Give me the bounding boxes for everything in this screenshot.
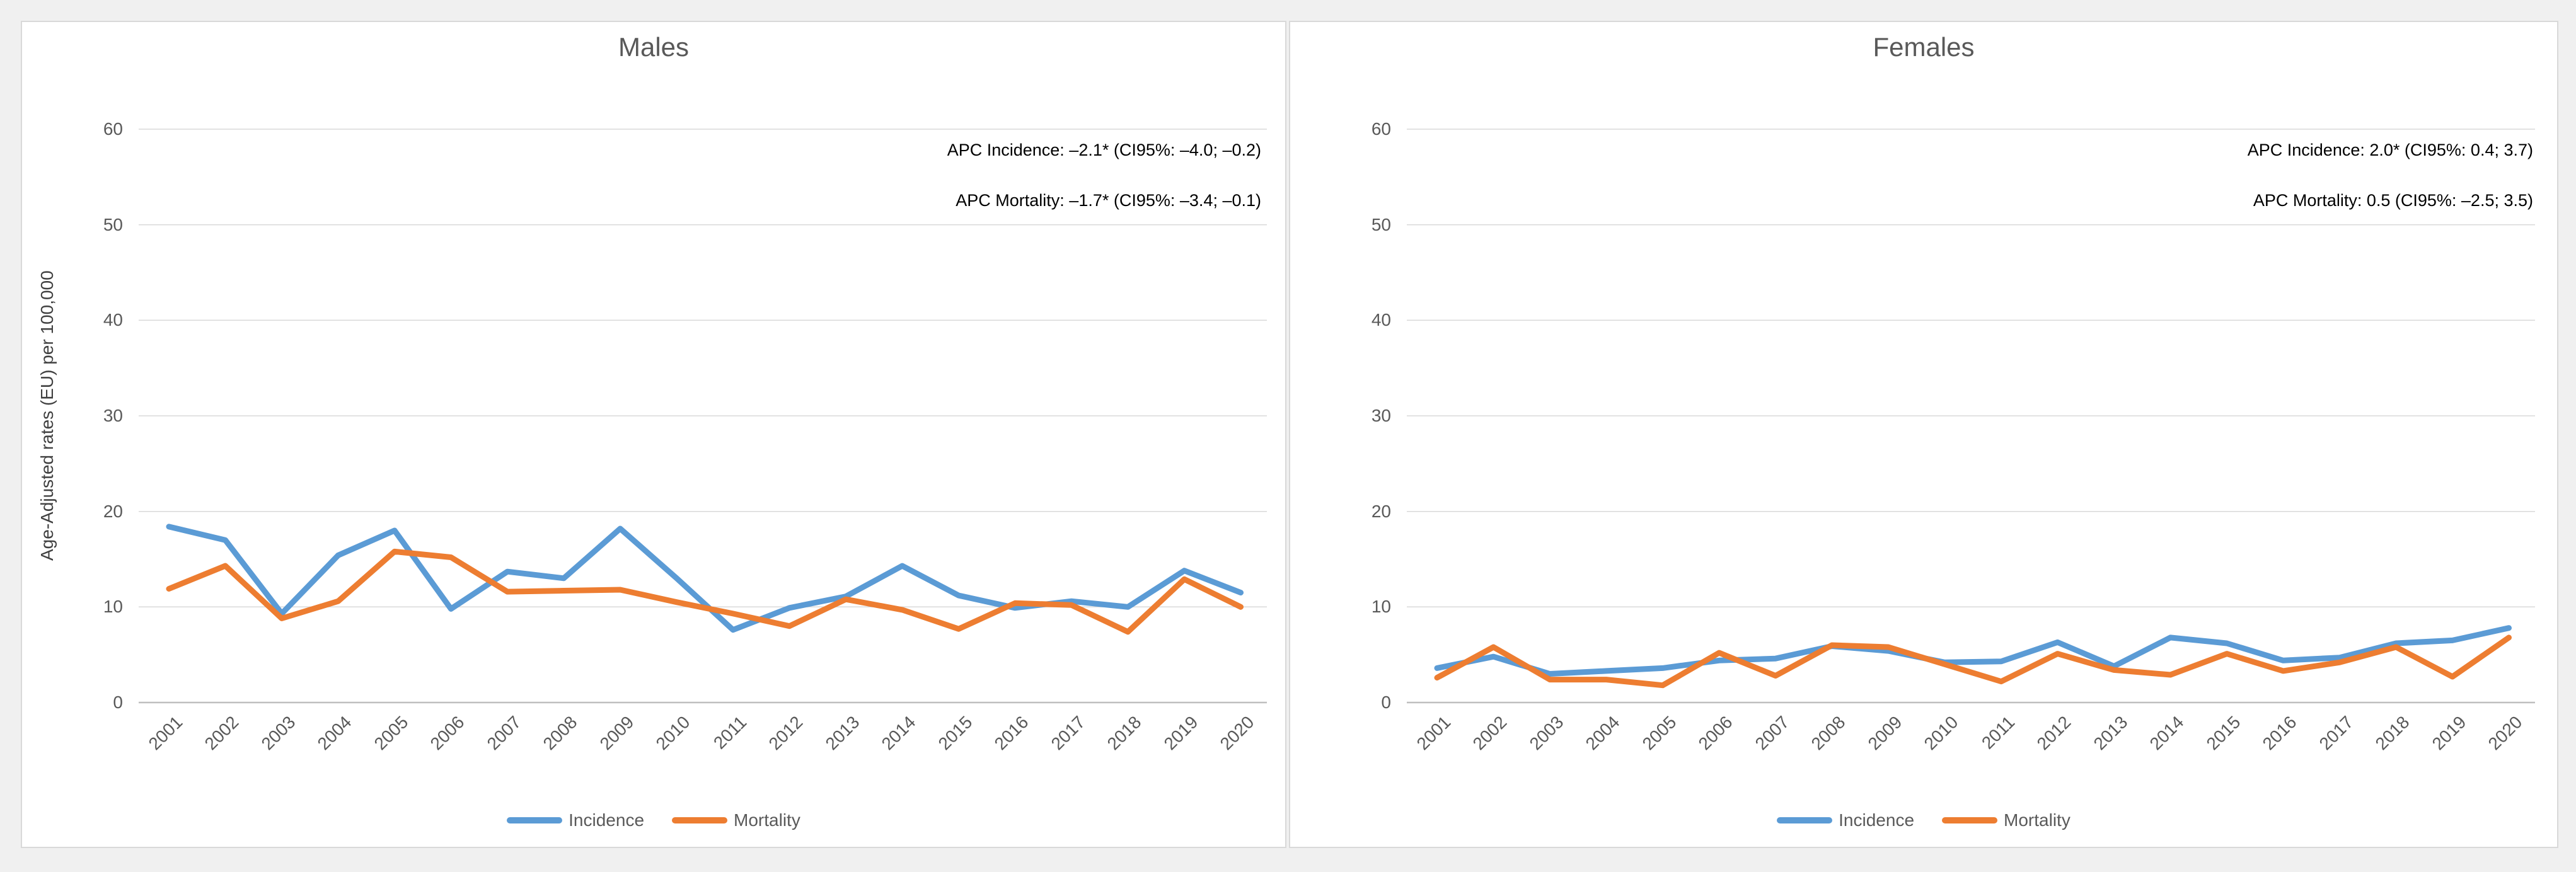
y-tick-label-0: 0 xyxy=(1381,692,1391,712)
plot-area xyxy=(139,129,1267,704)
mortality-legend-swatch-icon xyxy=(672,817,728,823)
y-tick-label-50: 50 xyxy=(103,214,123,234)
legend-label: Incidence xyxy=(569,810,645,830)
legend-label: Mortality xyxy=(2004,810,2071,830)
legend-item-incidence: Incidence xyxy=(507,810,644,830)
legend: Incidence Mortality xyxy=(1290,810,2557,830)
males-chart-title: Males xyxy=(618,32,690,62)
y-tick-label-20: 20 xyxy=(103,501,123,521)
incidence-line xyxy=(1434,625,2512,677)
y-tick-label-40: 40 xyxy=(1371,310,1391,330)
y-tick-label-0: 0 xyxy=(113,692,123,712)
y-tick-label-30: 30 xyxy=(1371,405,1391,425)
legend-item-mortality: Mortality xyxy=(1942,810,2071,830)
mortality-legend-swatch-icon xyxy=(1942,817,1998,823)
plot-area xyxy=(1407,129,2535,704)
legend-label: Incidence xyxy=(1839,810,1915,830)
incidence-line xyxy=(166,524,1244,633)
apc-incidence-annotation: APC Incidence: 2.0* (CI95%: 0.4; 3.7) xyxy=(2247,141,2533,159)
apc-mortality-annotation: APC Mortality: –1.7* (CI95%: –3.4; –0.1) xyxy=(956,191,1261,210)
incidence-legend-swatch-icon xyxy=(507,817,563,823)
y-tick-label-10: 10 xyxy=(103,597,123,617)
apc-mortality-annotation: APC Mortality: 0.5 (CI95%: –2.5; 3.5) xyxy=(2253,191,2533,210)
mortality-line xyxy=(1434,634,2512,689)
y-tick-label-40: 40 xyxy=(103,310,123,330)
apc-incidence-annotation: APC Incidence: –2.1* (CI95%: –4.0; –0.2) xyxy=(947,141,1261,159)
y-tick-label-10: 10 xyxy=(1371,597,1391,617)
females-chart-panel: Females APC Incidence: 2.0* (CI95%: 0.4;… xyxy=(1289,21,2558,848)
y-tick-label-50: 50 xyxy=(1371,214,1391,234)
males-chart-panel: Males Age-Adjusted rates (EU) per 100,00… xyxy=(21,21,1286,848)
legend: Incidence Mortality xyxy=(22,810,1285,830)
y-tick-label-60: 60 xyxy=(103,118,123,139)
mortality-line xyxy=(166,548,1244,635)
y-tick-label-30: 30 xyxy=(103,405,123,425)
incidence-legend-swatch-icon xyxy=(1777,817,1833,823)
legend-item-incidence: Incidence xyxy=(1777,810,1914,830)
females-chart-title: Females xyxy=(1873,32,1975,62)
legend-label: Mortality xyxy=(734,810,800,830)
y-tick-label-60: 60 xyxy=(1371,118,1391,139)
y-tick-label-20: 20 xyxy=(1371,501,1391,521)
legend-item-mortality: Mortality xyxy=(672,810,800,830)
